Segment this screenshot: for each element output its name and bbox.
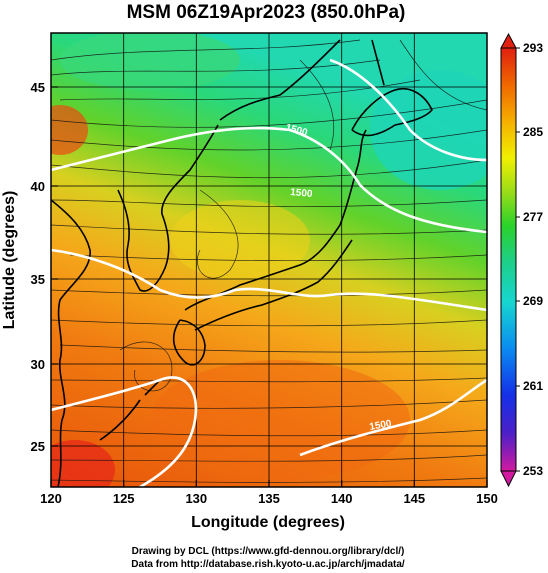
- x-axis-label: Longitude (degrees): [191, 514, 345, 531]
- x-tick-label-135: 135: [258, 491, 280, 506]
- korea-coast: [117, 124, 219, 292]
- y-tick-label-40: 40: [31, 179, 45, 194]
- kyushu-coast: [172, 319, 206, 366]
- map-title: MSM 06Z19Apr2023 (850.0hPa): [127, 2, 406, 23]
- sakhalin-coast: [371, 39, 385, 86]
- colorbar-top-arrow: [500, 32, 517, 49]
- x-tick-label-130: 130: [185, 491, 207, 506]
- colorbar-tick-277: 277: [523, 210, 543, 224]
- x-tick-label-145: 145: [403, 491, 425, 506]
- credit-drawing: Drawing by DCL (https://www.gfd-dennou.o…: [132, 546, 405, 557]
- colorbar: [500, 32, 520, 488]
- colorbar-tick-253: 253: [523, 464, 543, 478]
- y-tick-label-35: 35: [31, 272, 45, 287]
- y-tick-label-25: 25: [31, 439, 45, 454]
- colorbar-bottom-arrow: [500, 470, 517, 488]
- warm-region-south: [150, 360, 410, 480]
- y-axis-label: Latitude (degrees): [1, 191, 18, 330]
- china-coast: [51, 199, 91, 487]
- geopotential-contours: [51, 58, 487, 487]
- wind-streamlines: [51, 39, 487, 483]
- y-axis: [51, 86, 58, 447]
- x-tick-label-120: 120: [40, 491, 62, 506]
- asia-coast-north: [219, 39, 341, 121]
- honshu-pacific-coast: [194, 239, 353, 331]
- warm-region-southwest: [51, 440, 115, 487]
- colorbar-tick-261: 261: [523, 379, 543, 393]
- temperature-map: 1500 1500 1500: [51, 33, 487, 487]
- y-tick-label-45: 45: [31, 80, 45, 95]
- colorbar-body: [500, 47, 517, 472]
- y-tick-label-30: 30: [31, 357, 45, 372]
- colorbar-tick-293: 293: [523, 41, 543, 55]
- credit-data-source: Data from http://database.rish.kyoto-u.a…: [131, 559, 405, 570]
- colorbar-tick-285: 285: [523, 125, 543, 139]
- x-tick-label-140: 140: [331, 491, 353, 506]
- contour-label-2: 1500: [290, 187, 314, 200]
- x-tick-label-125: 125: [113, 491, 135, 506]
- coastlines: [51, 39, 433, 487]
- warm-region-west: [51, 105, 88, 155]
- x-axis: [50, 480, 488, 487]
- colorbar-tick-269: 269: [523, 294, 543, 308]
- hokkaido-coast: [351, 88, 433, 137]
- contour-label-3: 1500: [369, 418, 393, 433]
- x-tick-label-150: 150: [476, 491, 498, 506]
- cool-region-north: [60, 33, 240, 90]
- honshu-coast: [184, 129, 367, 311]
